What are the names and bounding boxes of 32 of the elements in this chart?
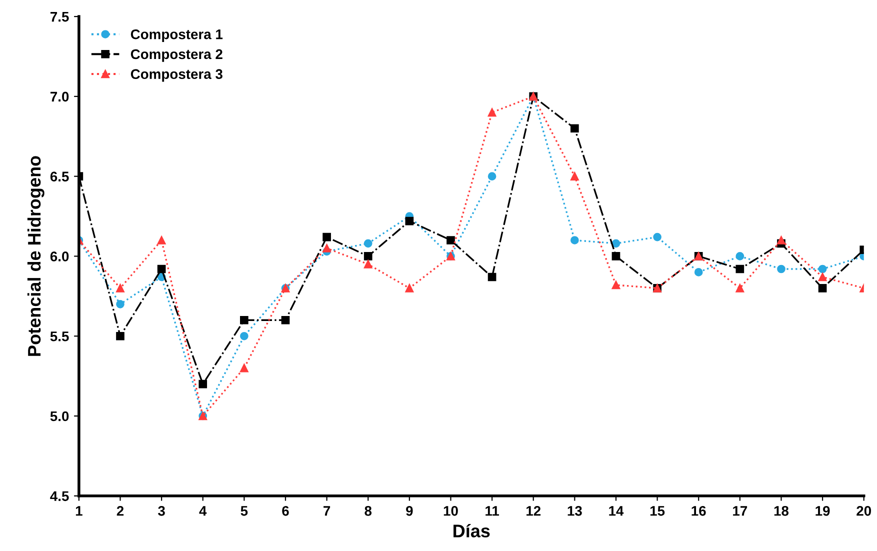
x-tick-label: 2 bbox=[116, 506, 124, 516]
x-tick-label: 13 bbox=[568, 506, 582, 516]
x-tick-label: 10 bbox=[444, 506, 458, 516]
y-tick-label: 6.5 bbox=[50, 172, 69, 182]
x-tick-label: 3 bbox=[158, 506, 165, 516]
x-tick-label: 5 bbox=[240, 506, 248, 516]
y-tick-label: 4.5 bbox=[50, 491, 69, 502]
x-tick-label: 4 bbox=[199, 506, 207, 516]
x-tick-label: 11 bbox=[486, 506, 499, 516]
y-tick-label: 7.5 bbox=[50, 12, 69, 22]
y-axis-title: Potencial de Hidrogeno bbox=[27, 156, 44, 356]
x-tick-label: 8 bbox=[364, 506, 372, 516]
x-tick-label: 9 bbox=[406, 506, 413, 516]
x-tick-label: 7 bbox=[324, 506, 330, 516]
x-tick-label: 15 bbox=[650, 506, 665, 516]
y-tick-label: 7.0 bbox=[50, 92, 69, 102]
x-tick-label: 12 bbox=[526, 506, 541, 516]
x-tick-label: 1 bbox=[76, 506, 82, 516]
x-axis-title: Días bbox=[454, 524, 490, 538]
x-tick-label: 20 bbox=[856, 506, 871, 516]
y-tick-label: 6.0 bbox=[50, 252, 69, 262]
y-tick-label: 5.5 bbox=[50, 332, 69, 342]
x-tick-label: 14 bbox=[609, 506, 624, 516]
x-tick-label: 19 bbox=[816, 506, 830, 516]
x-tick-label: 18 bbox=[774, 506, 789, 516]
y-tick-label: 5.0 bbox=[50, 411, 69, 422]
x-tick-label: 17 bbox=[733, 506, 748, 516]
legend-label: Compostera 3 bbox=[130, 69, 222, 82]
x-tick-label: 16 bbox=[692, 506, 706, 516]
legend-label: Compostera 1 bbox=[130, 29, 223, 42]
x-tick-label: 6 bbox=[282, 506, 289, 516]
legend-label: Compostera 2 bbox=[130, 49, 222, 62]
